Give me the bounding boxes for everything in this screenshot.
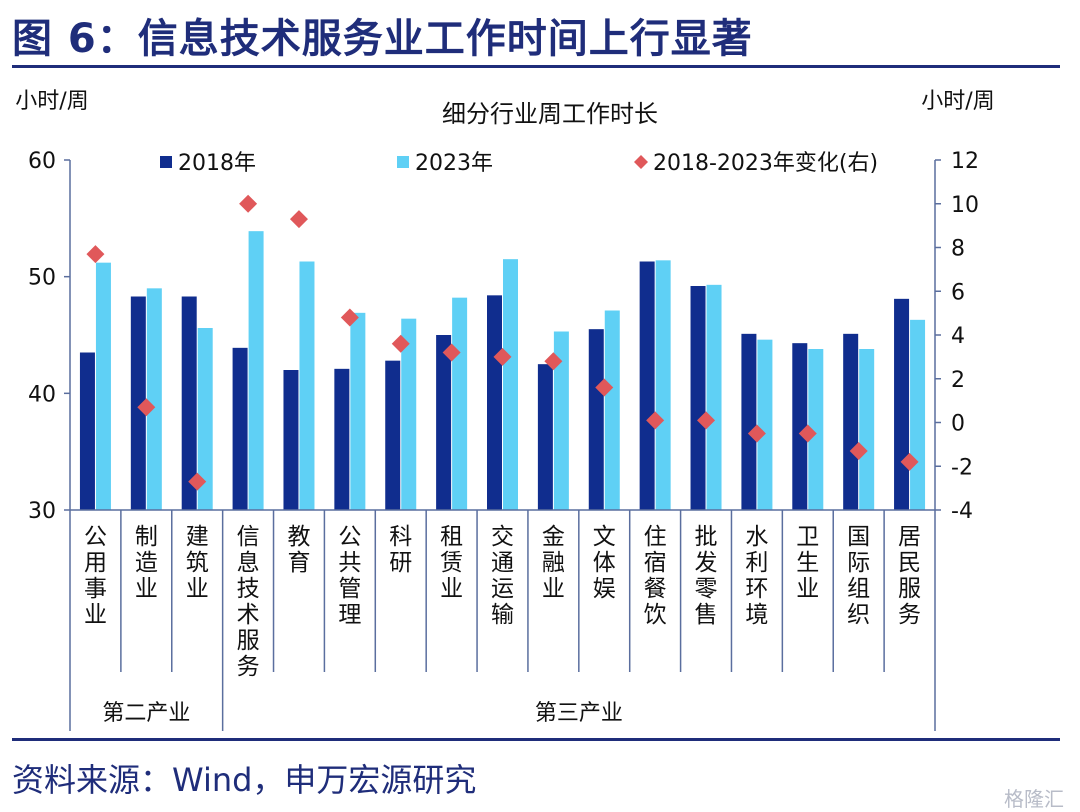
right-tick-label: 6: [951, 280, 965, 305]
bar-2018: [792, 343, 808, 510]
category-label: 文体娱: [593, 524, 616, 602]
category-label: 交通运输: [491, 524, 514, 628]
right-tick-label: 0: [951, 412, 965, 437]
left-axis-label: 小时/周: [15, 89, 88, 114]
bar-2018: [690, 286, 706, 510]
bar-2023: [350, 312, 366, 510]
change-point: [900, 452, 919, 471]
right-tick-label: 10: [951, 193, 979, 218]
bar-2023: [604, 310, 620, 510]
category-label: 教育: [287, 524, 310, 576]
title-rule: [12, 65, 1060, 68]
right-tick-label: 4: [951, 324, 965, 349]
bar-2018: [588, 329, 604, 510]
category-label: 金融业: [542, 524, 565, 602]
right-tick-label: 8: [951, 237, 965, 262]
change-point: [798, 424, 817, 443]
bar-2018: [181, 296, 197, 510]
category-label: 租赁业: [440, 524, 463, 602]
bar-2018: [334, 368, 350, 510]
bar-2018: [487, 295, 502, 510]
change-point: [646, 411, 665, 430]
bar-2023: [655, 260, 671, 510]
legend-label: 2018年: [178, 151, 256, 176]
source-rule: [12, 738, 1060, 741]
category-label: 卫生业: [796, 524, 819, 602]
change-point: [697, 411, 716, 430]
change-point: [391, 334, 410, 353]
bar-2023: [503, 259, 518, 510]
left-tick-label: 30: [28, 499, 56, 524]
bar-2023: [299, 261, 315, 510]
bar-2018: [232, 347, 248, 510]
left-tick-label: 50: [28, 266, 56, 291]
change-point: [289, 210, 308, 229]
right-tick-label: 2: [951, 368, 965, 393]
change-point: [595, 378, 614, 397]
category-label: 批发零售: [695, 524, 718, 628]
bar-2018: [894, 298, 910, 510]
category-label: 水利环境: [745, 524, 768, 628]
bar-2023: [197, 328, 213, 510]
bar-2023: [95, 262, 111, 510]
legend-swatch: [397, 156, 409, 168]
figure-title: 图 6：信息技术服务业工作时间上行显著: [12, 16, 753, 62]
category-label: 制造业: [135, 524, 158, 602]
bar-2023: [859, 349, 875, 510]
bar-2018: [639, 261, 655, 510]
group-label: 第二产业: [102, 701, 190, 726]
bar-2023: [757, 339, 773, 510]
change-point: [239, 194, 258, 213]
legend-swatch: [634, 155, 648, 169]
bar-2023: [248, 231, 264, 510]
left-tick-label: 60: [28, 149, 56, 174]
category-label: 科研: [389, 524, 412, 576]
group-label: 第三产业: [535, 701, 623, 726]
bar-2018: [843, 333, 859, 510]
bar-2023: [808, 349, 824, 510]
legend-swatch: [160, 156, 172, 168]
category-label: 建筑业: [186, 524, 209, 602]
change-point: [544, 352, 563, 371]
bar-2018: [130, 296, 146, 510]
bar-2023: [401, 318, 417, 510]
bar-2023: [452, 297, 468, 510]
right-tick-label: -2: [951, 455, 973, 480]
category-label: 国际组织: [847, 524, 870, 628]
right-axis-label: 小时/周: [921, 89, 994, 114]
change-point: [86, 245, 105, 264]
change-point: [493, 347, 512, 366]
change-point: [442, 343, 461, 362]
change-point: [340, 308, 359, 327]
source-note: 资料来源：Wind，申万宏源研究: [12, 761, 477, 799]
bar-2023: [910, 319, 926, 510]
watermark-logo: 格隆汇: [1004, 787, 1064, 811]
change-point: [137, 398, 156, 417]
change-point: [188, 472, 207, 491]
chart-title: 细分行业周工作时长: [442, 100, 658, 128]
legend-label: 2023年: [415, 151, 493, 176]
bar-2018: [385, 360, 401, 510]
change-point: [849, 441, 868, 460]
bar-2018: [436, 335, 452, 510]
legend: 2018年 2023年 2018-2023年变化(右): [160, 151, 878, 176]
left-tick-label: 40: [28, 382, 56, 407]
bar-2023: [706, 284, 722, 510]
right-tick-label: -4: [951, 499, 973, 524]
bar-2018: [741, 333, 757, 510]
legend-label: 2018-2023年变化(右): [653, 151, 878, 176]
bar-2018: [283, 370, 299, 510]
category-label: 公用事业: [84, 524, 107, 628]
bar-2018: [79, 352, 95, 510]
category-label: 住宿餐饮: [644, 524, 667, 628]
category-label: 居民服务: [898, 524, 921, 628]
category-label: 公共管理: [338, 524, 361, 628]
bar-2023: [553, 331, 569, 510]
category-label: 信息技术服务: [237, 524, 260, 680]
right-tick-label: 12: [951, 149, 979, 174]
bar-2023: [146, 288, 162, 510]
change-point: [747, 424, 766, 443]
bar-2018: [537, 364, 553, 510]
